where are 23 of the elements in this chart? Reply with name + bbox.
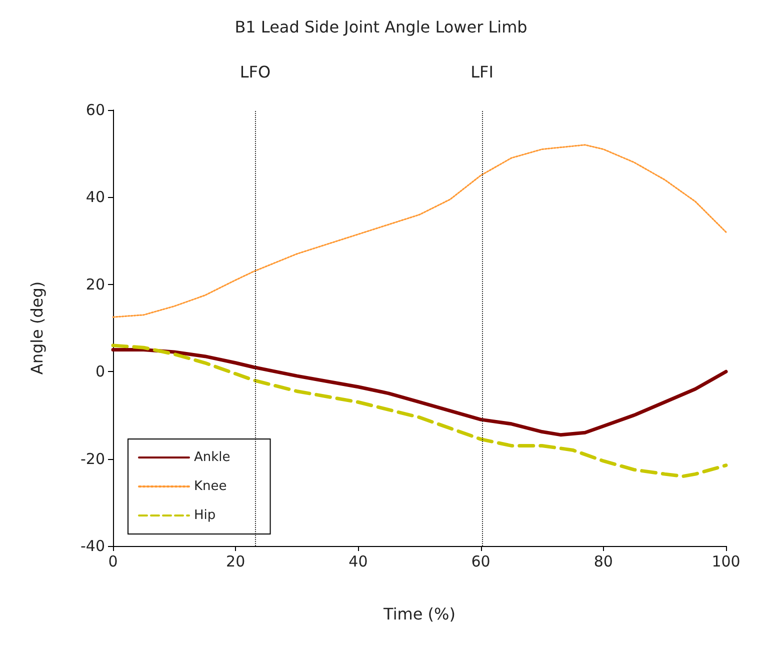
y-tick-label: -40 <box>80 537 105 555</box>
x-tick-label: 60 <box>471 552 490 570</box>
x-axis-title: Time (%) <box>382 604 456 624</box>
y-tick-label: -20 <box>80 450 105 468</box>
line-series <box>112 144 727 318</box>
ref-line-label: LFO <box>240 62 271 82</box>
x-tick-label: 40 <box>348 552 368 570</box>
ref-line-label: LFI <box>470 62 494 82</box>
x-tick-label: 0 <box>108 552 118 570</box>
y-tick-label: 60 <box>86 101 105 119</box>
legend-label: Knee <box>194 479 227 494</box>
y-axis-title: Angle (deg) <box>28 281 46 375</box>
legend-label: Hip <box>194 508 216 523</box>
chart-title: B1 Lead Side Joint Angle Lower Limb <box>234 18 528 36</box>
x-tick-label: 20 <box>226 552 246 570</box>
x-tick-label: 80 <box>594 552 613 570</box>
line-series <box>111 348 728 437</box>
y-tick-label: 40 <box>86 188 105 206</box>
legend-label: Ankle <box>194 450 230 465</box>
y-tick-label: 0 <box>95 362 105 381</box>
y-tick-label: 20 <box>86 275 105 294</box>
x-tick-label: 100 <box>712 552 740 570</box>
line-series <box>111 344 728 478</box>
